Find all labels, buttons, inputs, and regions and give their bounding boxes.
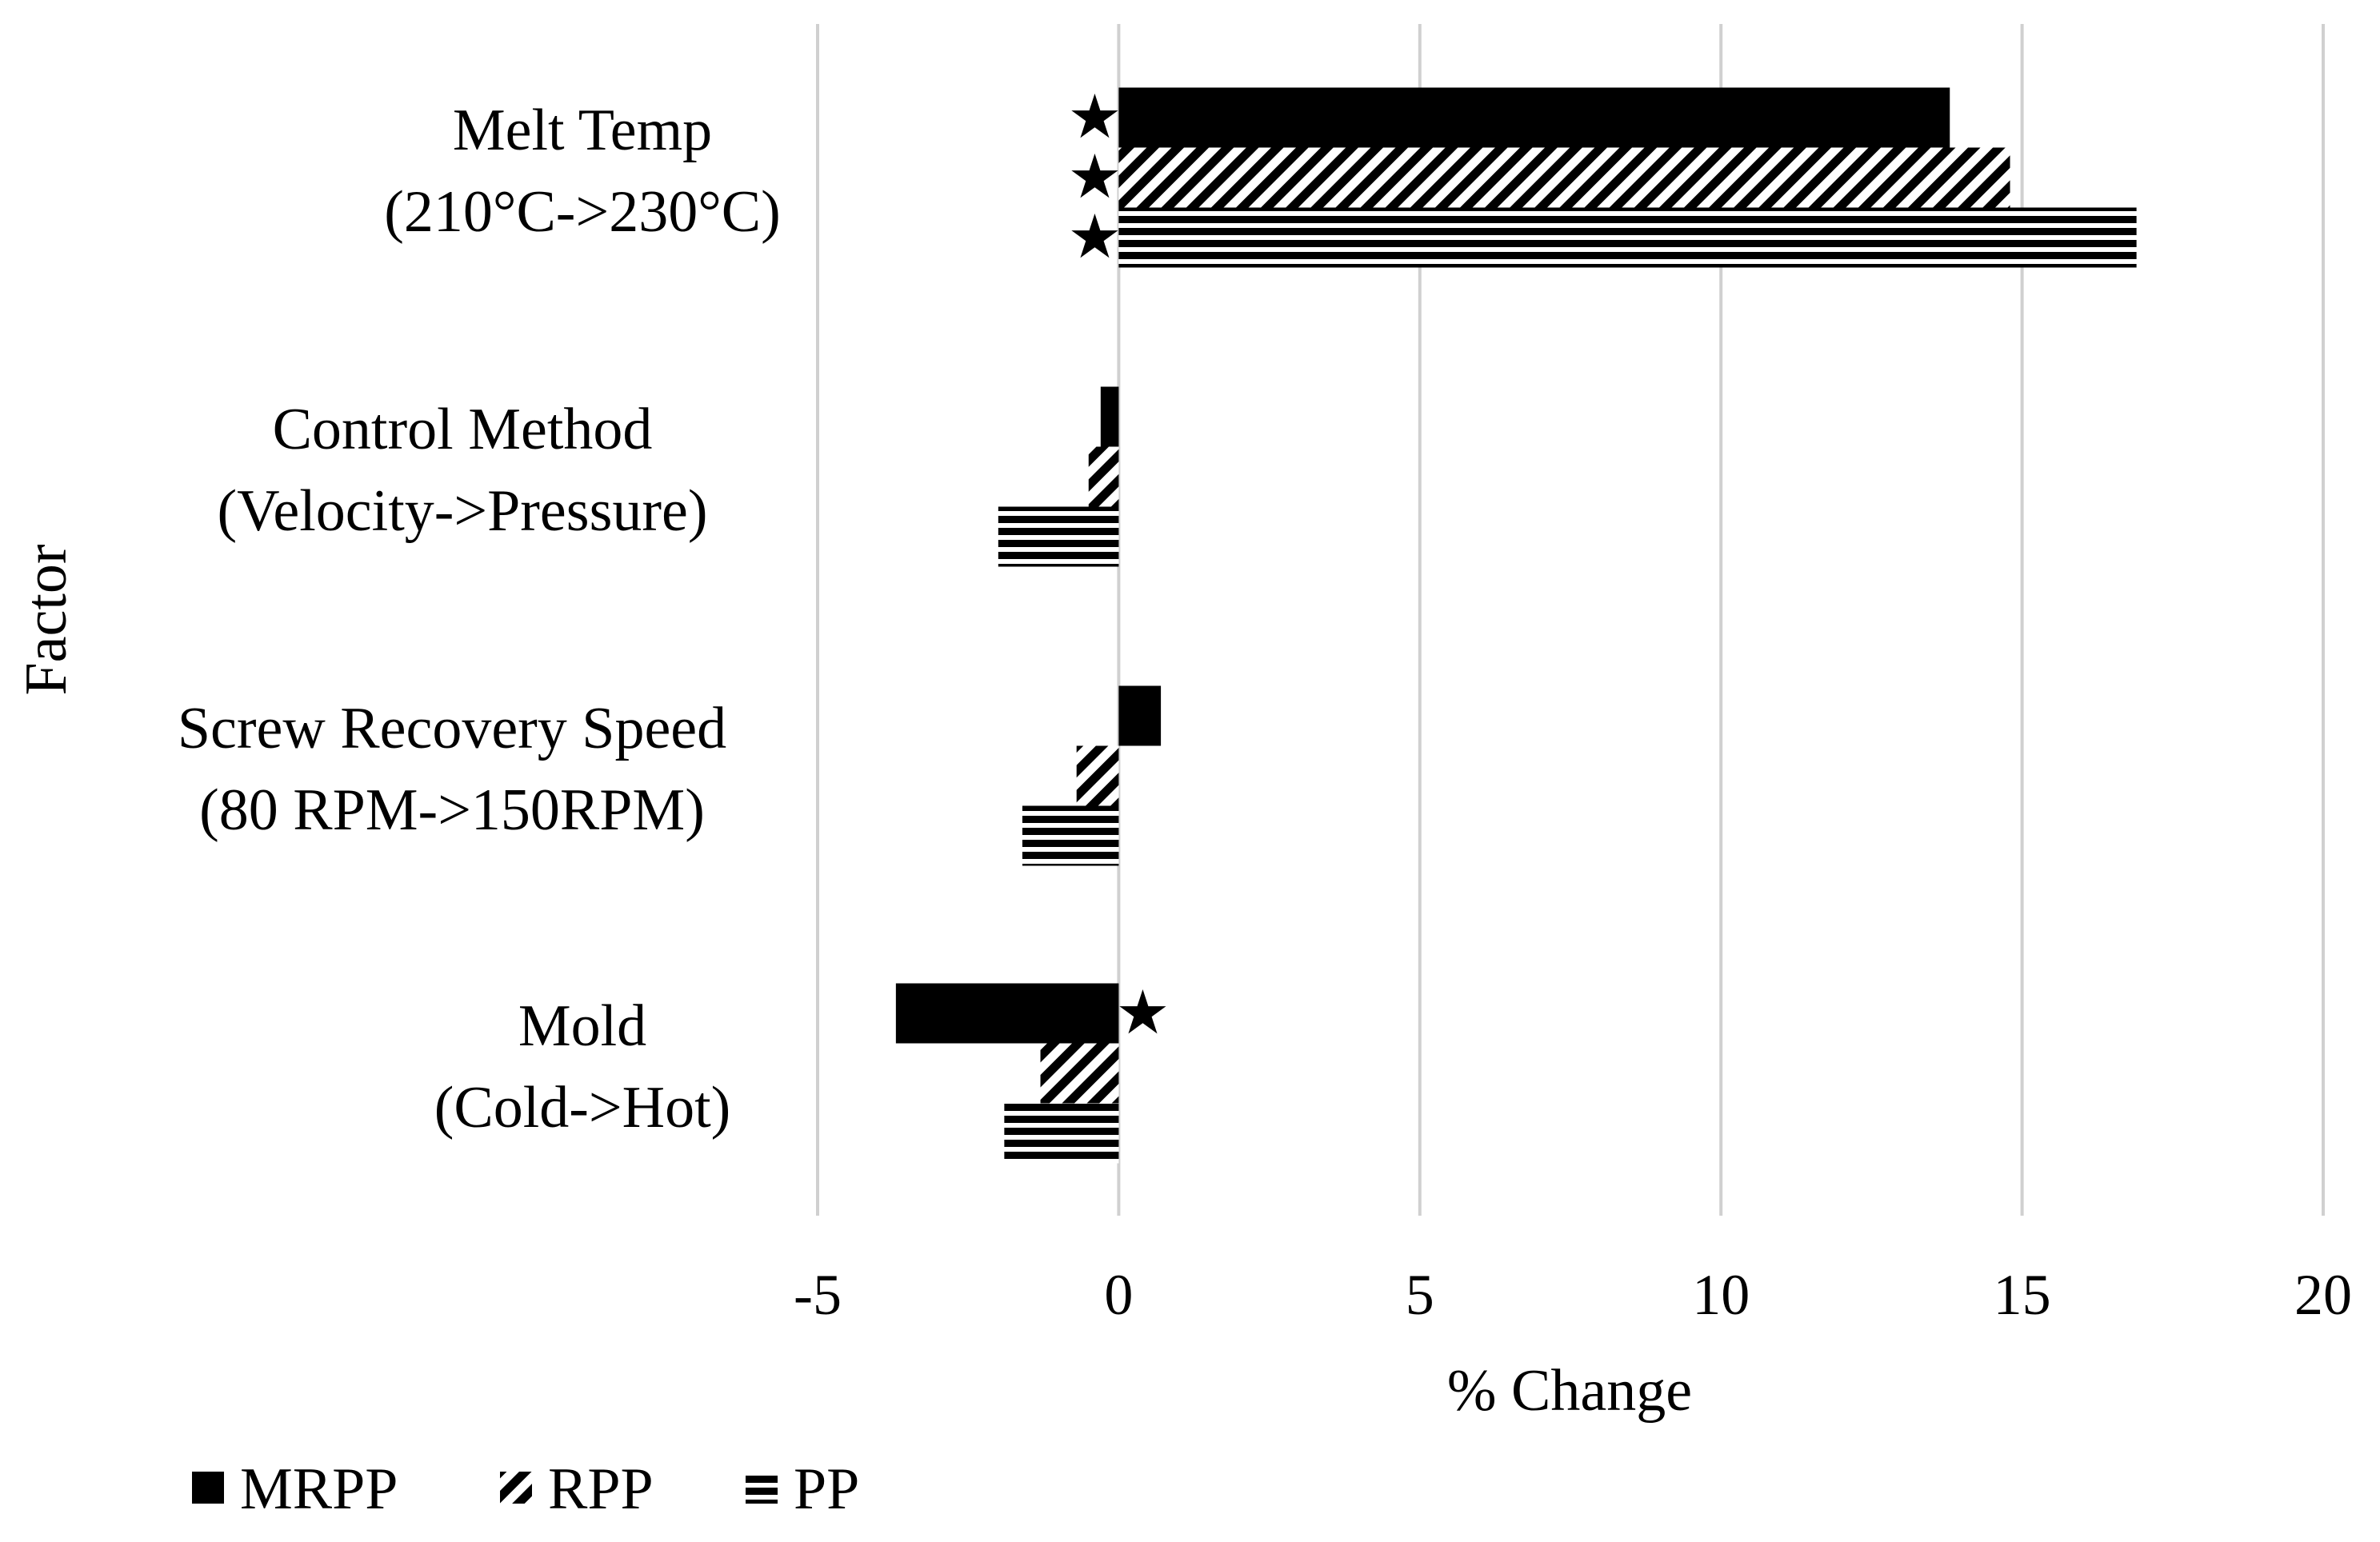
x-tick-label: -5 <box>794 1263 842 1327</box>
significance-star: ★ <box>1067 204 1122 271</box>
legend-swatch-rpp <box>500 1472 532 1504</box>
legend-label-mrpp: MRPP <box>240 1456 398 1522</box>
category-label-line2: (80 RPM->150RPM) <box>199 777 705 843</box>
category-label-line2: (210°C->230°C) <box>384 179 781 245</box>
bar-mrpp-2 <box>1118 685 1162 746</box>
x-tick-label: 10 <box>1692 1263 1750 1327</box>
bar-pp-2 <box>1022 805 1119 866</box>
bars <box>895 87 2137 1164</box>
category-label-line2: (Cold->Hot) <box>434 1075 731 1141</box>
legend-label-rpp: RPP <box>548 1456 654 1522</box>
category-label-line1: Screw Recovery Speed <box>178 696 726 761</box>
bar-mrpp-0 <box>1118 87 1950 148</box>
category-label-line2: (Velocity->Pressure) <box>218 478 708 544</box>
x-tick-label: 15 <box>1994 1263 2051 1327</box>
bar-rpp-0 <box>1118 147 2010 208</box>
category-labels: Melt Temp (210°C->230°C) Control Method (Ve… <box>178 98 781 1141</box>
category-label-line1: Melt Temp <box>453 98 712 163</box>
category-label-line1: Mold <box>518 993 646 1059</box>
bar-mrpp-3 <box>895 983 1119 1044</box>
bar-rpp-1 <box>1088 446 1119 507</box>
x-tick-label: 0 <box>1104 1263 1133 1327</box>
bar-mrpp-1 <box>1100 386 1119 447</box>
bar-rpp-3 <box>1040 1043 1119 1104</box>
legend-swatch-pp <box>746 1472 778 1504</box>
significance-star: ★ <box>1115 980 1170 1047</box>
significance-star: ★ <box>1067 84 1122 151</box>
y-axis-title: Factor <box>14 544 79 695</box>
significance-star: ★ <box>1067 144 1122 211</box>
legend-label-pp: PP <box>794 1456 859 1522</box>
legend-swatch-mrpp <box>192 1472 224 1504</box>
x-tick-label: 5 <box>1406 1263 1434 1327</box>
x-tick-labels: -5 0 5 10 15 20 <box>794 1263 2352 1327</box>
bar-pp-0 <box>1118 207 2137 268</box>
legend: MRPP RPP PP <box>192 1456 859 1522</box>
category-label-line1: Control Method <box>273 397 653 462</box>
bar-pp-3 <box>1004 1103 1119 1164</box>
bar-pp-1 <box>998 506 1119 567</box>
bar-rpp-2 <box>1076 745 1119 806</box>
x-axis-title: % Change <box>1447 1358 1692 1424</box>
x-tick-label: 20 <box>2294 1263 2352 1327</box>
significance-markers: ★★★★ <box>1067 84 1170 1047</box>
